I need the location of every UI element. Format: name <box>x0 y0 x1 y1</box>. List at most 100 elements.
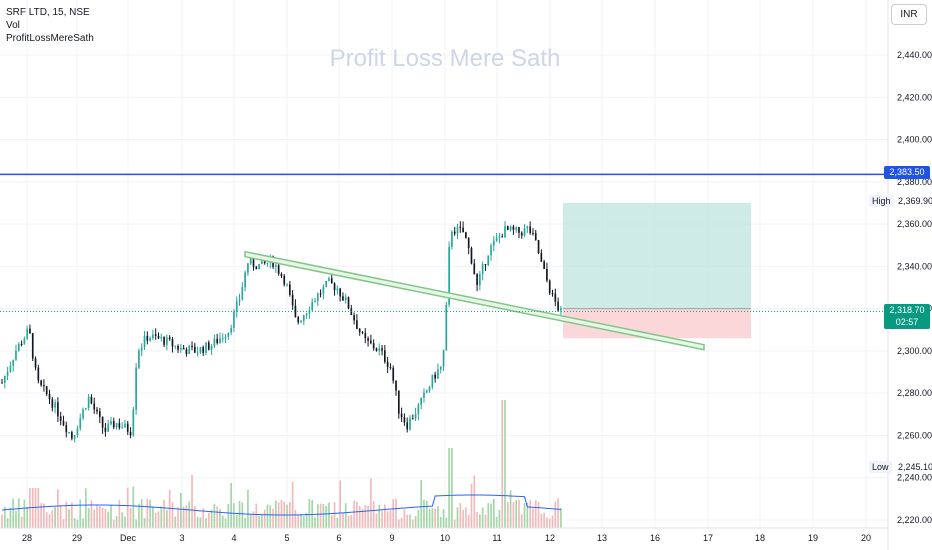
volume-bar <box>233 503 235 528</box>
volume-bar <box>266 504 269 528</box>
candle-body <box>213 338 216 346</box>
volume-bar <box>495 516 498 528</box>
candle-body <box>266 262 269 264</box>
volume-bar <box>361 508 364 528</box>
x-tick-label: 5 <box>284 533 289 543</box>
candle-body <box>152 334 154 339</box>
volume-bar <box>498 509 501 528</box>
volume-bar <box>152 507 154 528</box>
volume-bar <box>353 500 355 528</box>
candle-body <box>423 392 425 398</box>
volume-bar <box>451 448 453 528</box>
x-tick-label: 28 <box>22 533 32 543</box>
candle-body <box>302 315 305 321</box>
volume-bar <box>23 499 26 528</box>
candle-body <box>316 293 319 302</box>
candle-body <box>110 421 112 425</box>
volume-bar <box>325 505 328 528</box>
volume-bar <box>182 506 185 528</box>
candle-body <box>330 278 333 284</box>
candle-body <box>252 258 255 267</box>
candle-body <box>34 358 37 368</box>
volume-bar <box>238 500 241 528</box>
candle-body <box>76 428 79 436</box>
volume-bar <box>467 514 470 528</box>
candle-body <box>529 226 531 234</box>
candle-body <box>367 338 369 341</box>
volume-bar <box>126 487 129 528</box>
candle-body <box>456 226 459 234</box>
candle-body <box>356 320 358 329</box>
candle-body <box>515 227 518 230</box>
custom-indicator-label[interactable]: ProfitLossMereSath <box>6 33 94 44</box>
volume-bar <box>196 516 199 528</box>
candle-body <box>342 296 344 301</box>
candle-body <box>397 390 400 414</box>
candle-body <box>188 346 191 354</box>
volume-bar <box>557 498 559 528</box>
candle-body <box>470 248 473 264</box>
candle-body <box>431 374 434 387</box>
candle-body <box>196 352 199 354</box>
x-tick-label: 6 <box>336 533 341 543</box>
x-tick-label: 12 <box>545 533 555 543</box>
volume-ma-polyline <box>1 494 561 516</box>
volume-bar <box>146 498 149 528</box>
volume-bar <box>529 500 531 528</box>
volume-bar <box>26 506 28 528</box>
volume-bar <box>115 515 118 528</box>
candle-body <box>275 265 277 267</box>
volume-bar <box>364 504 367 528</box>
candle-body <box>336 288 339 291</box>
candle-body <box>12 359 15 366</box>
candle-body <box>68 432 70 434</box>
candle-body <box>135 367 137 410</box>
volume-bar <box>205 518 207 528</box>
candle-body <box>319 293 322 295</box>
y-tick-label: 2,340.00 <box>897 261 932 271</box>
volume-bar <box>328 502 330 528</box>
y-tick-label: 2,220.00 <box>897 515 932 525</box>
candle-body <box>473 263 476 275</box>
volume-bar <box>537 501 540 528</box>
candle-body <box>101 416 104 428</box>
candle-body <box>121 427 124 429</box>
symbol-title: SRF LTD, 15, NSE <box>6 7 90 18</box>
y-tick-label: 2,260.00 <box>897 430 932 440</box>
volume-indicator-label[interactable]: Vol <box>6 20 20 31</box>
volume-bar <box>506 501 509 528</box>
candle-body <box>462 227 464 233</box>
candle-body <box>9 365 12 372</box>
volume-bar <box>227 504 230 528</box>
long-position-zone <box>563 202 751 339</box>
candle-body <box>263 260 266 264</box>
candle-body <box>325 280 328 287</box>
volume-bar <box>93 509 96 528</box>
volume-bar <box>261 515 263 528</box>
volume-bar <box>104 508 107 528</box>
currency-button[interactable]: INR <box>891 4 927 25</box>
volume-bar <box>501 400 504 528</box>
candle-body <box>107 424 110 432</box>
volume-bar <box>532 508 534 528</box>
high-value: 2,369.90 <box>898 196 932 206</box>
candle-body <box>82 409 84 419</box>
volume-bar <box>515 500 518 528</box>
volume-bar <box>34 488 37 528</box>
volume-bar <box>235 514 238 528</box>
candle-body <box>210 345 213 350</box>
candle-body <box>104 427 107 432</box>
candle-body <box>445 304 448 351</box>
x-tick-label: 19 <box>808 533 818 543</box>
x-tick-label: 3 <box>179 533 184 543</box>
volume-bar <box>291 481 294 528</box>
candle-body <box>495 237 498 241</box>
volume-bar <box>65 501 68 528</box>
candle-body <box>543 261 545 269</box>
volume-bar <box>473 475 476 528</box>
candle-body <box>59 416 62 421</box>
volume-bar <box>160 506 163 528</box>
candle-body <box>540 253 543 262</box>
trendline-channel <box>244 250 705 351</box>
